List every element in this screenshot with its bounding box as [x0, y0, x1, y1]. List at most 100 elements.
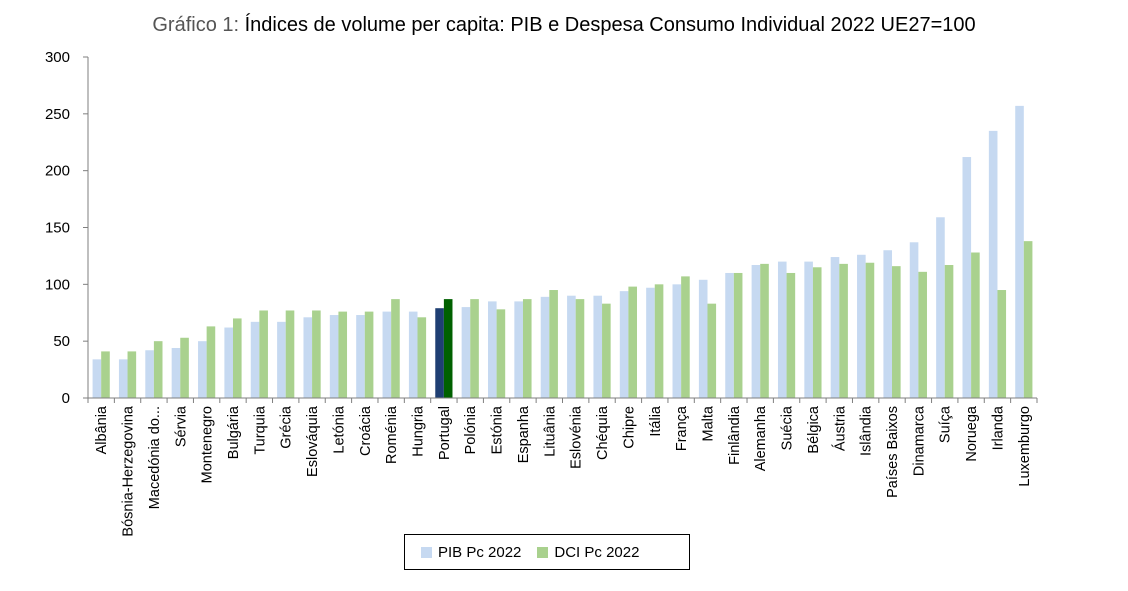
bar-dci-11 [391, 299, 400, 398]
bar-dci-23 [707, 303, 717, 398]
bar-pib-17 [540, 296, 550, 398]
x-category-label-9: Letónia [331, 405, 347, 454]
bar-pib-21 [646, 287, 655, 398]
bar-pib-2 [145, 350, 154, 398]
bar-pib-0 [92, 359, 102, 398]
bar-dci-20 [628, 286, 637, 398]
bar-dci-29 [865, 262, 875, 398]
x-category-label-7: Grécia [279, 405, 295, 449]
bar-dci-5 [232, 318, 242, 398]
legend: PIB Pc 2022 DCI Pc 2022 [404, 534, 690, 570]
x-category-label-33: Noruega [964, 405, 980, 462]
x-category-label-0: Albânia [94, 405, 110, 454]
bar-pib-19 [593, 295, 603, 398]
x-category-label-5: Bulgária [226, 405, 242, 459]
bar-dci-3 [180, 337, 189, 398]
bars-group [92, 105, 1033, 398]
bar-dci-17 [549, 290, 558, 398]
bar-dci-7 [285, 310, 295, 398]
bar-pib-34 [988, 130, 998, 398]
y-tick-label-2: 100 [45, 276, 70, 293]
x-category-label-10: Croácia [358, 405, 374, 456]
bar-dci-22 [681, 276, 690, 398]
chart-title-prefix: Gráfico 1: [152, 14, 240, 36]
x-category-label-35: Luxemburgo [1017, 406, 1033, 487]
x-category-label-2: Macedónia do... [147, 406, 163, 509]
x-category-label-28: Áustria [831, 405, 848, 451]
bar-pib-24 [725, 272, 734, 398]
bar-dci-30 [892, 266, 901, 398]
bar-pib-3 [171, 347, 181, 398]
bar-pib-31 [909, 242, 919, 398]
bar-pib-27 [804, 261, 813, 398]
bar-pib-14 [461, 307, 471, 398]
x-category-label-11: Roménia [384, 405, 400, 464]
legend-label-dci: DCI Pc 2022 [554, 543, 640, 561]
x-axis: Albânia Bósnia-Herzegovina Macedónia do...… [87, 397, 1038, 537]
bar-dci-32 [944, 265, 954, 398]
x-category-label-12: Hungria [411, 405, 427, 457]
bar-dci-0 [101, 351, 110, 398]
bar-pib-12 [408, 311, 418, 398]
x-category-label-24: Finlândia [727, 405, 743, 465]
chart-title-text: Índices de volume per capita: PIB e Desp… [244, 14, 976, 36]
bar-pib-18 [567, 295, 576, 398]
bar-dci-9 [338, 311, 348, 398]
bar-pib-9 [329, 315, 339, 398]
bar-pib-8 [303, 317, 313, 398]
bar-dci-16 [522, 299, 532, 398]
bar-pib-15 [488, 301, 497, 398]
bar-pib-10 [356, 315, 365, 398]
bar-pib-20 [619, 291, 629, 398]
x-category-label-17: Lituânia [542, 405, 558, 457]
bar-pib-28 [830, 257, 840, 398]
bar-dci-26 [786, 272, 796, 398]
x-category-label-15: Estónia [490, 405, 506, 454]
y-tick-label-0: 0 [62, 390, 70, 407]
x-category-label-34: Irlanda [990, 405, 1006, 450]
bar-pib-32 [936, 217, 945, 398]
bar-dci-18 [575, 299, 585, 398]
bar-dci-31 [918, 271, 927, 398]
bar-dci-27 [812, 267, 822, 398]
x-category-label-13: Portugal [437, 406, 453, 460]
bar-dci-35 [1023, 241, 1033, 398]
y-tick-label-3: 150 [45, 220, 70, 237]
bar-pib-13 [435, 308, 444, 398]
x-category-label-25: Alemanha [753, 405, 769, 471]
legend-label-pib: PIB Pc 2022 [438, 543, 522, 561]
bar-pib-29 [857, 254, 866, 398]
y-tick-label-4: 200 [45, 163, 70, 180]
bar-pib-22 [672, 284, 682, 398]
x-category-label-6: Turquia [252, 405, 268, 455]
legend-item-pib: PIB Pc 2022 [421, 544, 521, 561]
bar-pib-1 [118, 359, 128, 398]
legend-swatch-pib [421, 546, 432, 558]
bar-pib-26 [777, 261, 787, 398]
bar-dci-10 [364, 311, 374, 398]
bar-pib-23 [698, 279, 708, 398]
bar-pib-4 [198, 341, 207, 398]
y-axis: 0 50 100 150 200 250 300 [45, 49, 89, 407]
x-category-label-18: Eslovénia [569, 405, 585, 469]
bar-dci-19 [602, 303, 611, 398]
bar-dci-12 [417, 317, 427, 398]
bar-pib-30 [883, 250, 893, 398]
bar-dci-13 [443, 299, 453, 398]
x-category-label-14: Polónia [463, 405, 479, 454]
bar-pib-16 [514, 301, 523, 398]
bar-dci-4 [206, 326, 216, 398]
x-category-label-8: Eslováquia [305, 405, 321, 477]
bar-dci-6 [259, 310, 268, 398]
chart-title: Gráfico 1: Índices de volume per capita:… [0, 14, 1128, 37]
bar-dci-15 [496, 309, 506, 398]
bar-pib-35 [1015, 105, 1024, 398]
x-category-label-4: Montenegro [200, 406, 216, 483]
bar-pib-33 [962, 157, 972, 398]
bar-dci-24 [733, 272, 743, 398]
bar-dci-21 [654, 284, 664, 398]
x-category-label-23: Malta [700, 405, 716, 441]
x-category-label-32: Suíça [938, 405, 954, 443]
x-category-label-3: Sérvia [173, 405, 189, 447]
